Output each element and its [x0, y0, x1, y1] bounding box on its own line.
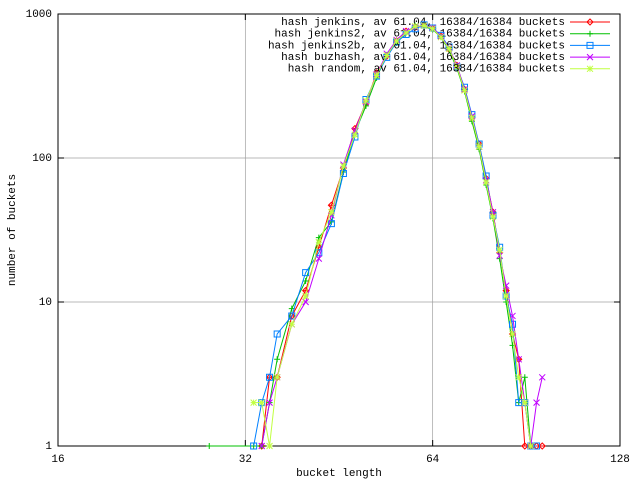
point — [509, 312, 516, 320]
point — [533, 399, 540, 407]
point — [509, 330, 516, 338]
x-tick-label: 64 — [426, 454, 440, 466]
point — [533, 442, 541, 450]
point — [429, 25, 437, 33]
point — [302, 269, 310, 277]
point — [258, 442, 266, 450]
point — [482, 172, 490, 180]
point — [339, 170, 347, 178]
point — [373, 71, 380, 79]
point — [515, 373, 523, 381]
point — [475, 140, 483, 148]
point — [461, 86, 468, 94]
point — [393, 37, 400, 45]
point — [420, 22, 428, 30]
point — [258, 399, 266, 407]
point — [445, 43, 453, 51]
legend-label: hash random, av 61.04, 16384/16384 bucke… — [288, 64, 565, 76]
point — [274, 356, 281, 363]
point — [586, 41, 594, 49]
point — [315, 238, 323, 246]
point — [521, 399, 529, 407]
legend-label: hash buzhash, av 61.04, 16384/16384 buck… — [281, 52, 565, 64]
point — [468, 114, 476, 122]
point — [206, 443, 213, 449]
point — [586, 53, 594, 61]
point — [302, 292, 309, 300]
point — [411, 23, 419, 30]
point — [587, 30, 593, 37]
point — [496, 252, 504, 259]
y-tick-label: 10 — [39, 297, 52, 309]
point — [250, 442, 258, 450]
point — [383, 52, 391, 59]
point — [503, 299, 510, 305]
x-tick-label: 128 — [610, 454, 630, 466]
point — [340, 162, 347, 170]
x-tick-label: 32 — [239, 454, 252, 466]
point — [521, 374, 528, 381]
point — [273, 330, 281, 338]
series-line — [253, 25, 532, 447]
point — [402, 29, 410, 37]
point — [586, 65, 594, 73]
point — [453, 63, 461, 71]
point — [482, 178, 490, 186]
legend-label: hash jenkins2, av 61.04, 16384/16384 buc… — [275, 29, 565, 41]
y-tick-label: 1000 — [26, 9, 52, 21]
point — [273, 373, 281, 381]
point — [445, 45, 453, 52]
point — [538, 373, 546, 381]
point — [538, 442, 546, 450]
point — [288, 320, 296, 328]
x-axis-label: bucket length — [296, 468, 382, 480]
y-tick-label: 100 — [32, 153, 52, 165]
point — [527, 442, 535, 450]
point — [475, 143, 483, 150]
point — [328, 208, 335, 216]
point — [315, 255, 323, 263]
x-tick-label: 16 — [51, 454, 64, 466]
legend-label: hash jenkins, av 61.04, 16384/16384 buck… — [281, 17, 565, 29]
point — [266, 399, 273, 407]
point — [351, 131, 359, 139]
point — [502, 292, 510, 300]
y-axis-label: number of buckets — [7, 174, 19, 286]
point — [437, 31, 445, 39]
point — [586, 18, 594, 26]
point — [302, 277, 309, 284]
plot-border — [57, 13, 621, 447]
point — [521, 399, 529, 407]
point — [362, 97, 370, 105]
point — [496, 246, 504, 254]
legend-label: hash jenkins2b, av 61.04, 16384/16384 bu… — [268, 40, 565, 52]
point — [258, 399, 266, 407]
point — [250, 399, 258, 407]
point — [489, 211, 497, 219]
point — [266, 373, 274, 381]
point — [437, 33, 445, 41]
point — [489, 213, 497, 221]
point — [266, 442, 273, 450]
point — [362, 95, 370, 103]
y-tick-label: 1 — [45, 441, 52, 453]
